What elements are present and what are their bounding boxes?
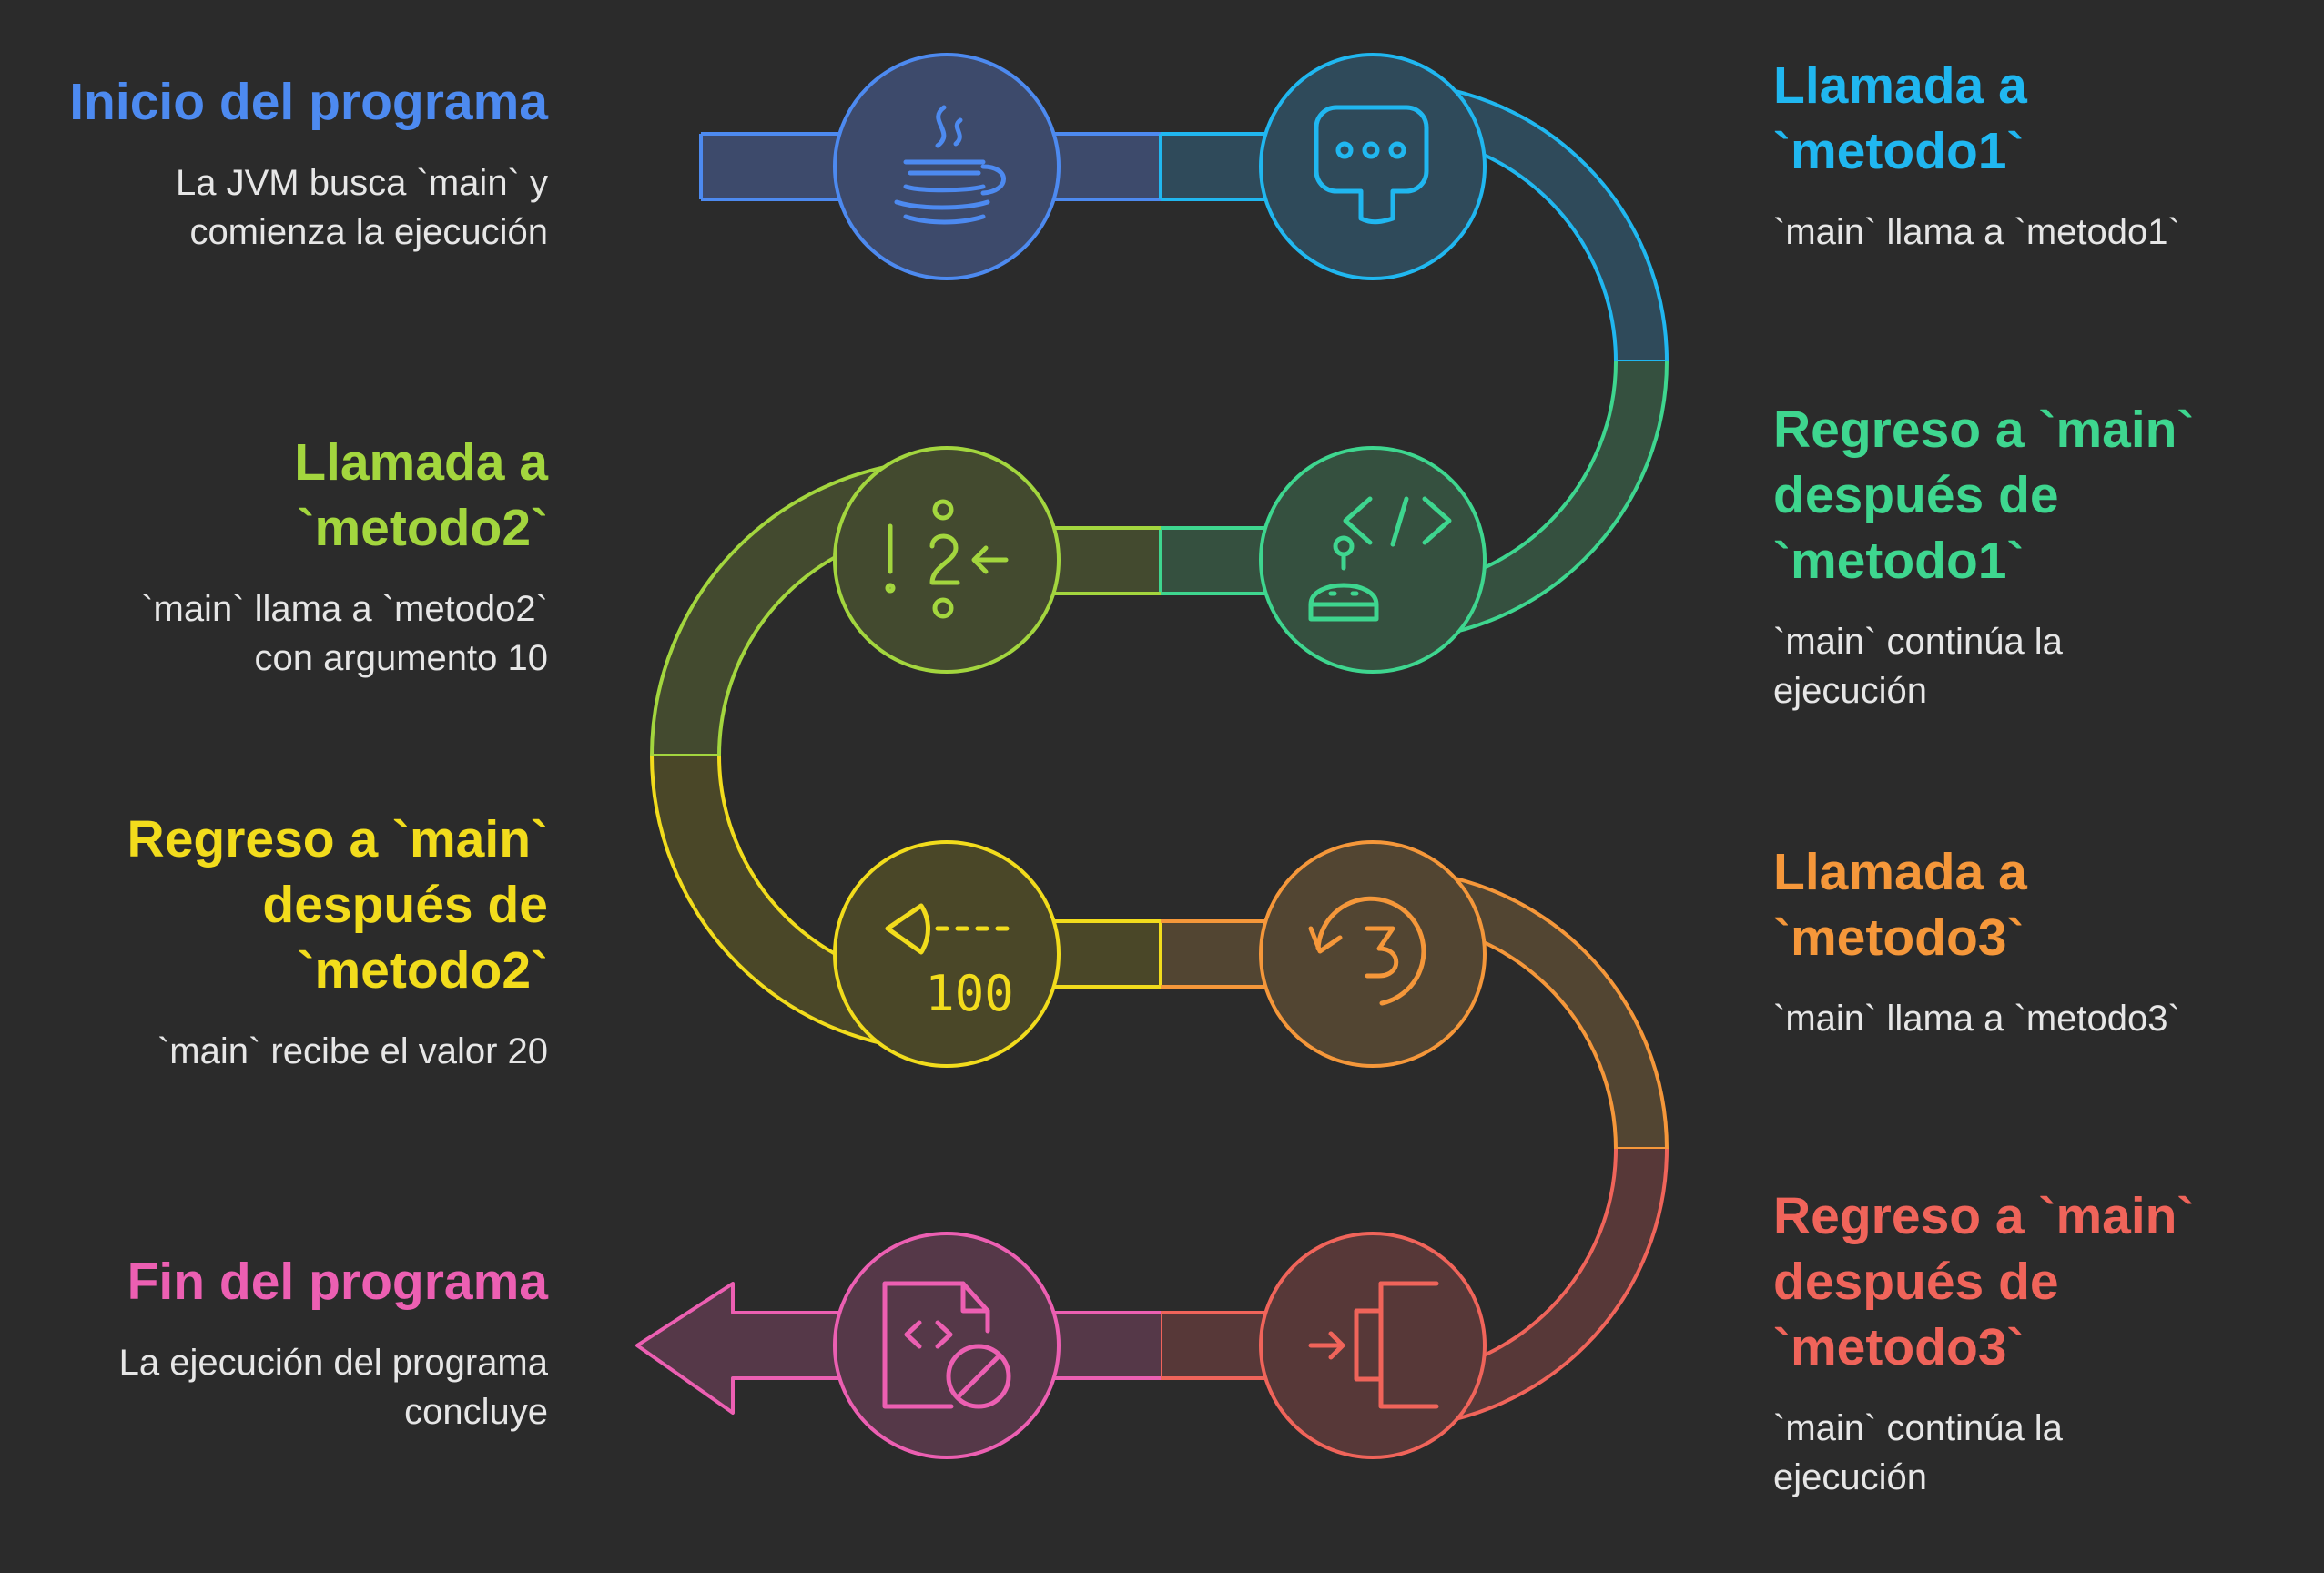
step-8-desc: La ejecución del programa concluye [118, 1343, 548, 1432]
step-6-title: Llamada a `metodo3` [1773, 843, 2027, 967]
step-circle-7 [1259, 1232, 1487, 1459]
argument-input-icon [885, 499, 1009, 619]
file-code-blocked-icon [882, 1281, 1011, 1409]
step-2-desc: `main` llama a `metodo1` [1773, 212, 2180, 252]
step-circle-3 [1259, 446, 1487, 674]
step-3-desc: `main` continúa la ejecución [1773, 622, 2063, 711]
chat-bubble-icon [1314, 105, 1429, 225]
step-4-desc: `main` llama a `metodo2` con argumento 1… [141, 589, 548, 678]
step-1-desc: La JVM busca `main` y comienza la ejecuc… [175, 163, 548, 252]
step-7-desc: `main` continúa la ejecución [1773, 1408, 2063, 1497]
call-three-icon [1308, 896, 1426, 1006]
step-circle-5 [833, 840, 1061, 1068]
robot-code-icon [1308, 496, 1452, 622]
exit-arrow-icon [1308, 1281, 1439, 1409]
step-7-text: Regreso a `main` después de `metodo3` `m… [1773, 1183, 2283, 1502]
step-3-title: Regreso a `main` después de `metodo1` [1773, 401, 2195, 590]
return-value-icon: 100 [885, 903, 1014, 1022]
step-6-text: Llamada a `metodo3` `main` llama a `meto… [1773, 839, 2283, 1043]
step-3-text: Regreso a `main` después de `metodo1` `m… [1773, 397, 2283, 715]
step-5-text: Regreso a `main` después de `metodo2` `m… [38, 807, 548, 1076]
step-8-title: Fin del programa [127, 1253, 548, 1311]
step-5-desc: `main` recibe el valor 20 [157, 1031, 548, 1071]
step-8-text: Fin del programa La ejecución del progra… [38, 1249, 548, 1436]
step-4-title: Llamada a `metodo2` [294, 433, 548, 557]
step-circle-2 [1259, 53, 1487, 280]
step-1-title: Inicio del programa [69, 73, 548, 131]
step-circle-8 [833, 1232, 1061, 1459]
step-2-text: Llamada a `metodo1` `main` llama a `meto… [1773, 53, 2283, 257]
step-7-title: Regreso a `main` después de `metodo3` [1773, 1187, 2195, 1376]
java-icon [894, 105, 1006, 225]
step-5-title: Regreso a `main` después de `metodo2` [127, 810, 548, 1000]
step-circle-6 [1259, 840, 1487, 1068]
step-6-desc: `main` llama a `metodo3` [1773, 999, 2180, 1039]
step-1-text: Inicio del programa La JVM busca `main` … [38, 69, 548, 257]
return-value-text: 100 [925, 965, 1014, 1022]
step-2-title: Llamada a `metodo1` [1773, 56, 2027, 180]
step-4-text: Llamada a `metodo2` `main` llama a `meto… [38, 430, 548, 683]
step-circle-1 [833, 53, 1061, 280]
